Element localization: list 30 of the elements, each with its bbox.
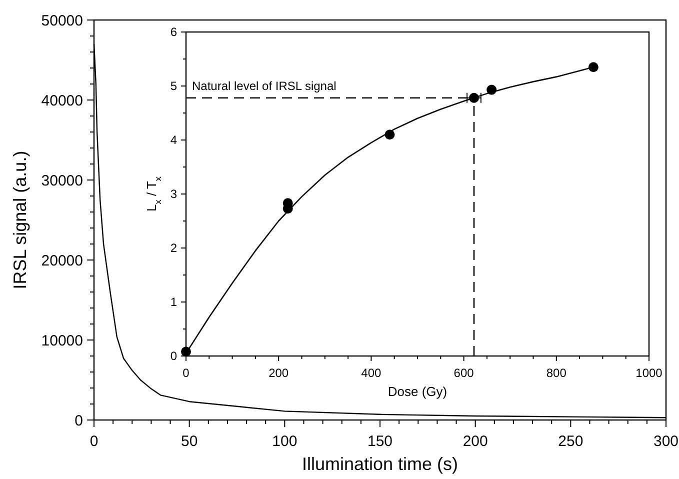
x-tick-label: 1000 [636, 366, 663, 380]
x-tick-label: 250 [558, 433, 584, 450]
x-tick-label: 50 [180, 433, 198, 450]
y-tick-label: 20000 [41, 252, 83, 270]
x-tick-label: 100 [272, 433, 298, 450]
annotation: Natural level of IRSL signal [192, 78, 336, 93]
x-axis-title: Dose (Gy) [388, 384, 448, 399]
y-tick-label: 0 [74, 412, 83, 430]
x-tick-label: 150 [367, 433, 393, 450]
x-tick-label: 0 [182, 366, 190, 380]
x-axis-title: Illumination time (s) [302, 454, 458, 474]
y-tick-label: 40000 [41, 92, 83, 110]
y-axis-title: IRSL signal (a.u.) [10, 150, 30, 290]
x-tick-label: 800 [546, 366, 567, 380]
y-tick-label: 10000 [41, 332, 83, 350]
y-tick-label: 1 [170, 295, 178, 310]
y-tick-label: 50000 [41, 12, 83, 30]
y-tick-label: 4 [170, 133, 178, 148]
x-tick-label: 200 [462, 433, 488, 450]
x-tick-label: 300 [653, 433, 679, 450]
x-tick-label: 0 [90, 433, 98, 450]
x-tick-label: 400 [361, 366, 382, 380]
y-tick-label: 6 [170, 25, 178, 40]
x-tick-label: 600 [454, 366, 474, 380]
y-tick-label: 30000 [41, 172, 83, 190]
x-tick-label: 200 [268, 366, 289, 380]
y-tick-label: 2 [170, 241, 178, 256]
y-tick-label: 5 [170, 79, 178, 94]
y-tick-label: 0 [170, 349, 178, 364]
y-tick-label: 3 [170, 187, 178, 202]
